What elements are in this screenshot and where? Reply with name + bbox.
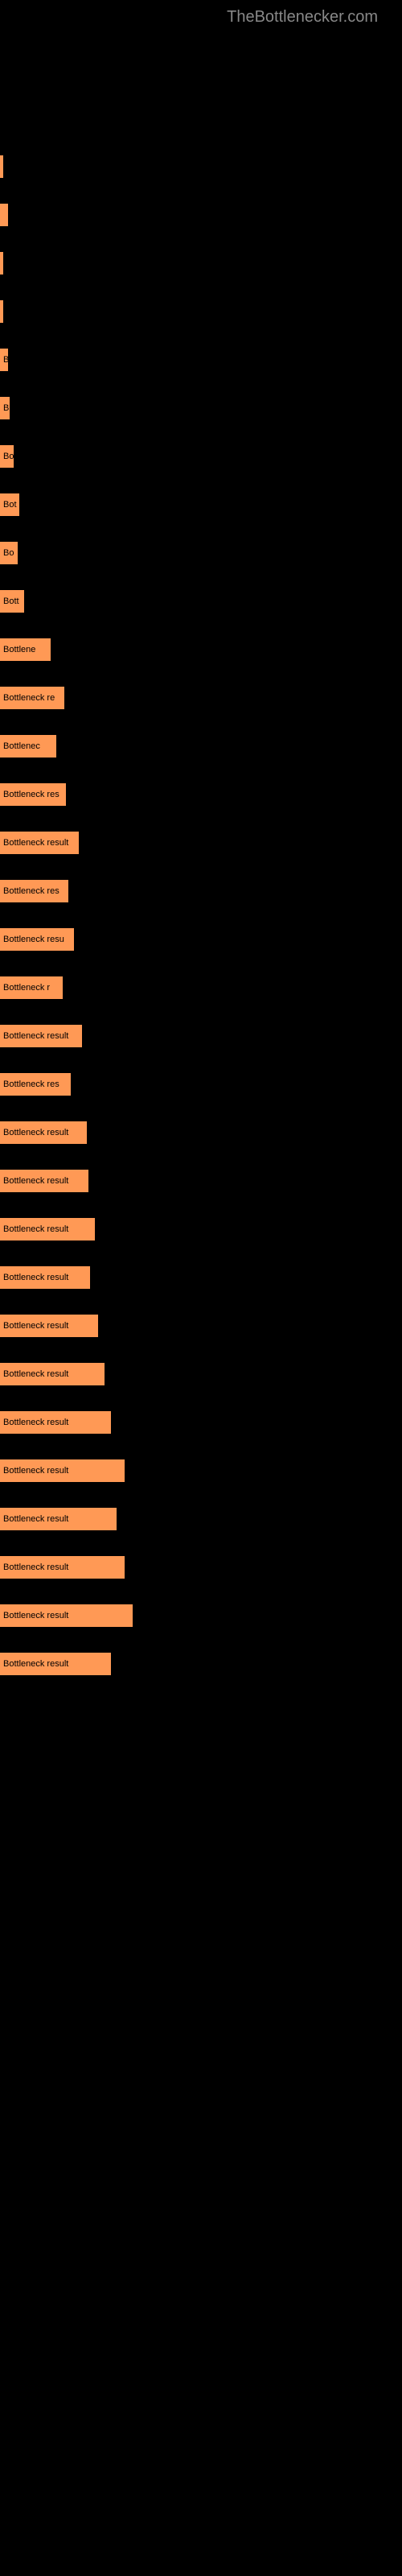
bar: Bottleneck result (0, 1170, 88, 1192)
bar: Bottleneck result (0, 1025, 82, 1047)
bar-row: B (0, 349, 402, 371)
bar: Bottleneck res (0, 880, 68, 902)
bar: Bottleneck resu (0, 928, 74, 951)
bar: Bo (0, 445, 14, 468)
bar-chart: B B Bo Bot Bo Bott Bottlene Bottleneck re Bottle… (0, 27, 402, 1717)
bar: Bo (0, 542, 18, 564)
bar: Bottleneck result (0, 1363, 105, 1385)
bar (0, 252, 3, 275)
bar-row (0, 252, 402, 275)
bar: Bottleneck result (0, 1411, 111, 1434)
bar-row: Bott (0, 590, 402, 613)
bar-row: Bottleneck result (0, 1556, 402, 1579)
bar: Bottleneck result (0, 1653, 111, 1675)
bar-row: Bo (0, 542, 402, 564)
bar-row (0, 204, 402, 226)
bar-row: Bottlene (0, 638, 402, 661)
bar: Bottleneck re (0, 687, 64, 709)
bar-row: Bottleneck result (0, 1604, 402, 1627)
bar-row: Bo (0, 445, 402, 468)
bar: Bottleneck result (0, 1459, 125, 1482)
bar-row: Bottleneck result (0, 1025, 402, 1047)
bar-row: Bottleneck result (0, 1266, 402, 1289)
bar-row: Bottleneck res (0, 880, 402, 902)
bar: B (0, 397, 10, 419)
bar-row: Bottlenec (0, 735, 402, 758)
bar: Bottleneck result (0, 832, 79, 854)
bar: Bottlenec (0, 735, 56, 758)
bar-row: Bottleneck result (0, 1653, 402, 1675)
bar (0, 204, 8, 226)
bar-row: Bottleneck result (0, 1363, 402, 1385)
bar: Bottleneck result (0, 1508, 117, 1530)
bar: Bottleneck result (0, 1315, 98, 1337)
bar-row: Bottleneck result (0, 1121, 402, 1144)
bar-row: Bottleneck result (0, 1459, 402, 1482)
bar: Bottleneck res (0, 1073, 71, 1096)
bar: Bottleneck result (0, 1604, 133, 1627)
bar-row (0, 300, 402, 323)
bar: Bottleneck res (0, 783, 66, 806)
bar-row: Bottleneck result (0, 1411, 402, 1434)
bar-row: Bottleneck resu (0, 928, 402, 951)
bar: Bot (0, 493, 19, 516)
bar: Bottleneck result (0, 1556, 125, 1579)
bar-row: Bottleneck result (0, 1170, 402, 1192)
bar-row: Bottleneck result (0, 1315, 402, 1337)
bar: Bottleneck result (0, 1121, 87, 1144)
bar-row: Bottleneck re (0, 687, 402, 709)
bar-row: Bottleneck result (0, 1218, 402, 1241)
bar: B (0, 349, 8, 371)
bar: Bottleneck result (0, 1218, 95, 1241)
bar-row: Bottleneck result (0, 832, 402, 854)
bar: Bottleneck r (0, 976, 63, 999)
bar: Bottlene (0, 638, 51, 661)
bar: Bott (0, 590, 24, 613)
bar (0, 300, 3, 323)
bar (0, 155, 3, 178)
bar-row: Bottleneck result (0, 1508, 402, 1530)
bar: Bottleneck result (0, 1266, 90, 1289)
bar-row: Bottleneck res (0, 1073, 402, 1096)
bar-row (0, 155, 402, 178)
bar-row: Bot (0, 493, 402, 516)
watermark-text: TheBottlenecker.com (0, 0, 402, 27)
bar-row: B (0, 397, 402, 419)
bar-row: Bottleneck res (0, 783, 402, 806)
bar-row: Bottleneck r (0, 976, 402, 999)
